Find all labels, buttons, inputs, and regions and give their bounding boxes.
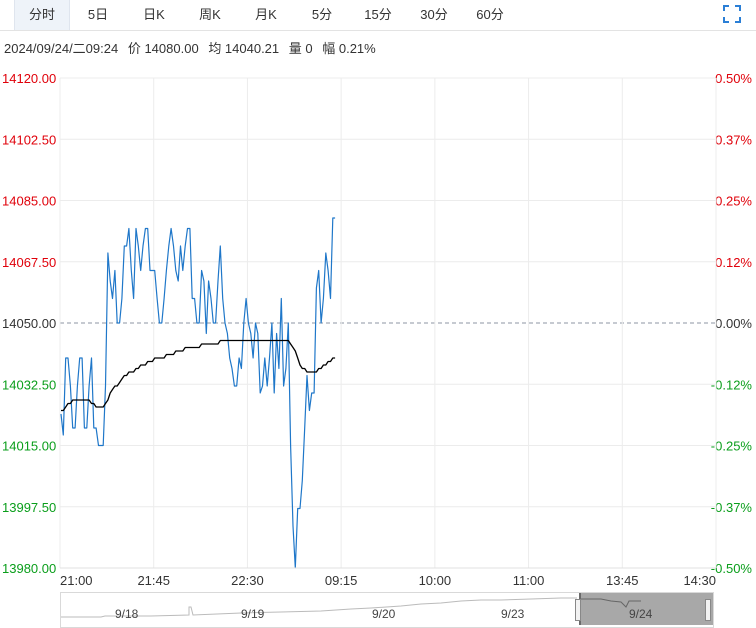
pct-tick-label: 0.25% [715,194,752,209]
price-series-line [60,217,336,569]
navigator-right-handle[interactable] [705,599,711,621]
tab-daily-k[interactable]: 日K [143,7,165,22]
y-tick-label: 14120.00 [2,71,56,86]
navigator-label-0923: 9/23 [501,607,525,621]
x-tick-label: 21:45 [137,573,170,588]
tab-15min[interactable]: 15分 [364,7,392,22]
y-tick-label: 14067.50 [2,255,56,270]
navigator-selection-line [581,598,641,608]
time-navigator[interactable]: 9/18 9/19 9/20 9/23 9/24 [60,592,714,628]
intraday-chart[interactable]: 14120.00 0.50% 14102.50 0.37% 14085.00 0.25% 1… [0,70,756,590]
navigator-sparkline [61,597,577,618]
fullscreen-icon[interactable] [722,4,742,24]
tab-weekly-k[interactable]: 周K [199,7,221,22]
quote-change: 幅 0.21% [322,41,376,56]
period-tabs: 分时 5日 日K 周K 月K 5分 15分 30分 60分 [0,0,756,31]
pct-tick-label: 0.00% [715,316,752,331]
y-tick-label: 13997.50 [2,500,56,515]
pct-tick-label: -0.12% [711,377,753,392]
tab-5min[interactable]: 5分 [311,7,333,22]
tab-5day[interactable]: 5日 [87,7,109,22]
y-tick-label: 14050.00 [2,316,56,331]
pct-tick-label: 0.50% [715,71,752,86]
pct-tick-label: 0.12% [715,255,752,270]
navigator-left-handle[interactable] [575,599,581,621]
x-tick-label: 11:00 [513,573,545,588]
quote-price: 价 14080.00 [127,41,199,56]
y-tick-label: 14032.50 [2,377,56,392]
navigator-label-0920: 9/20 [372,607,396,621]
tab-monthly-k[interactable]: 月K [255,7,277,22]
y-tick-label: 14085.00 [2,194,56,209]
quote-info-bar: 2024/09/24/二09:24 价 14080.00 均 14040.21 … [4,38,382,57]
x-tick-label: 14:30 [683,573,716,588]
navigator-label-0924: 9/24 [629,607,653,621]
quote-volume: 量 0 [288,41,313,56]
quote-datetime: 2024/09/24/二09:24 [4,41,119,56]
average-series-line [61,339,336,412]
y-tick-label: 14102.50 [2,132,56,147]
tab-30min[interactable]: 30分 [420,7,448,22]
pct-tick-label: -0.37% [711,500,753,515]
pct-tick-label: -0.50% [711,561,753,576]
quote-average: 均 14040.21 [208,41,280,56]
tab-timeshare[interactable]: 分时 [14,0,70,30]
x-tick-label: 22:30 [231,573,264,588]
x-tick-label: 21:00 [60,573,93,588]
x-tick-label: 13:45 [606,573,639,588]
y-tick-label: 14015.00 [2,439,56,454]
pct-tick-label: -0.25% [711,439,753,454]
navigator-label-0919: 9/19 [241,607,265,621]
navigator-label-0918: 9/18 [115,607,139,621]
tab-60min[interactable]: 60分 [476,7,504,22]
pct-tick-label: 0.37% [715,132,752,147]
y-tick-label: 13980.00 [2,561,56,576]
x-tick-label: 10:00 [419,573,452,588]
x-tick-label: 09:15 [325,573,358,588]
